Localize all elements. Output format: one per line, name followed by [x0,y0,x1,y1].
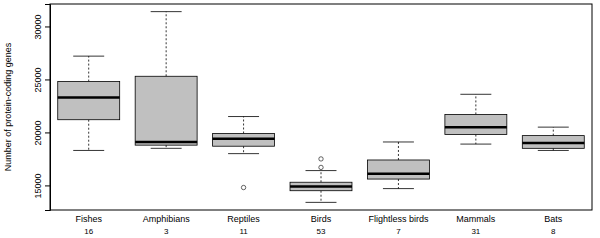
count-label: 16 [84,227,93,236]
count-label: 11 [239,227,248,236]
y-axis-title: Number of protein-coding genes [3,42,13,171]
x-tick-label: Fishes [75,214,102,224]
upper-staple [73,56,104,57]
upper-whisker [88,56,89,81]
upper-whisker [243,117,244,134]
median [135,141,197,144]
chart: 15000 20000 25000 30000 Number of protein-co… [0,0,600,238]
box [522,136,584,149]
outlier [241,185,245,189]
y-tick: 20000 [33,120,50,145]
lower-whisker [475,135,476,145]
lower-whisker [321,191,322,203]
y-tick-label: 25000 [33,67,43,92]
upper-staple [460,94,491,95]
boxes [58,12,585,203]
upper-whisker [475,94,476,114]
count-label: 8 [551,227,556,236]
lower-staple [383,188,414,189]
median [213,138,275,141]
y-tick-mark [45,132,50,133]
count-label: 7 [396,227,401,236]
median [290,185,352,188]
box [58,82,120,120]
x-tick-label: Bats [544,214,563,224]
lower-staple [73,150,104,151]
outlier [319,157,323,161]
upper-whisker [166,12,167,77]
lower-staple [538,150,569,151]
x-tick-label: Birds [311,214,332,224]
median [522,142,584,145]
box [213,133,275,146]
x-tick-label: Amphibians [143,214,191,224]
box [135,76,197,145]
lower-staple [306,202,337,203]
y-tick-label: 30000 [33,14,43,39]
box [445,114,507,134]
y-tick: 25000 [33,67,50,92]
y-tick-mark [45,185,50,186]
lower-staple [151,148,182,149]
y-tick-label: 15000 [33,173,43,198]
x-tick-label: Mammals [456,214,496,224]
outlier [319,165,323,169]
lower-staple [228,153,259,154]
lower-whisker [398,179,399,189]
plot-frame [50,4,592,210]
lower-whisker [166,145,167,148]
upper-whisker [321,171,322,183]
count-label: 53 [317,227,326,236]
y-tick: 30000 [33,14,50,39]
y-tick-mark [45,79,50,80]
upper-whisker [398,142,399,160]
y-tick: 15000 [33,173,50,198]
upper-staple [383,141,414,142]
median [445,126,507,129]
y-axis-line [45,5,51,211]
count-label: 31 [471,227,480,236]
y-tick-mark [45,26,50,27]
upper-staple [306,170,337,171]
median [367,173,429,176]
upper-staple [151,11,182,12]
lower-whisker [243,146,244,153]
upper-staple [538,127,569,128]
box [367,160,429,179]
x-tick-label: Reptiles [227,214,260,224]
x-tick-label: Flightless birds [368,214,429,224]
upper-whisker [553,127,554,135]
median [58,96,120,99]
box [290,182,352,190]
count-label: 3 [164,227,169,236]
lower-staple [460,144,491,145]
upper-staple [228,116,259,117]
lower-whisker [88,120,89,151]
y-axis: 15000 20000 25000 30000 [33,5,51,211]
y-tick-label: 20000 [33,120,43,145]
